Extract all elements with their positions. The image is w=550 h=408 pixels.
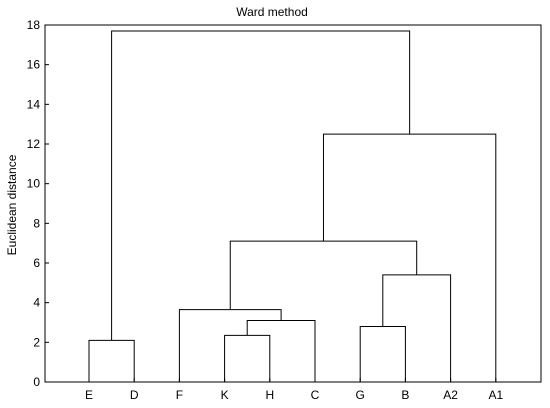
y-tick-label: 10 — [27, 177, 41, 191]
y-tick-label: 12 — [27, 137, 41, 151]
leaf-label: A1 — [488, 388, 503, 402]
y-axis-label: Euclidean distance — [5, 154, 19, 255]
leaf-label: B — [401, 388, 409, 402]
y-tick-label: 2 — [33, 335, 40, 349]
leaf-label: E — [85, 388, 93, 402]
y-tick-label: 18 — [27, 18, 41, 32]
leaf-label: C — [311, 388, 320, 402]
leaf-label: H — [265, 388, 274, 402]
dendrogram-link — [246, 320, 316, 382]
y-axis-ticks: 0 2 4 6 8 10 12 14 16 18 — [27, 18, 49, 389]
dendrogram-link — [322, 133, 497, 382]
plot-frame — [44, 24, 542, 383]
y-tick-label: 16 — [27, 58, 41, 72]
y-tick-label: 0 — [33, 375, 40, 389]
chart-title: Ward method — [236, 5, 308, 19]
leaf-labels: E D F K H C G B A2 A1 — [85, 378, 503, 402]
dendrogram-links — [88, 30, 497, 382]
dendrogram-link — [359, 325, 406, 382]
y-tick-label: 4 — [33, 296, 40, 310]
leaf-label: A2 — [443, 388, 458, 402]
y-tick-label: 14 — [27, 97, 41, 111]
y-tick-label: 8 — [33, 216, 40, 230]
y-tick-label: 6 — [33, 256, 40, 270]
leaf-label: F — [176, 388, 183, 402]
leaf-label: K — [221, 388, 229, 402]
dendrogram-link — [224, 334, 271, 382]
leaf-label: G — [356, 388, 365, 402]
dendrogram-link — [88, 339, 135, 382]
dendrogram-link — [382, 274, 452, 382]
leaf-label: D — [130, 388, 139, 402]
dendrogram-link — [111, 30, 411, 341]
